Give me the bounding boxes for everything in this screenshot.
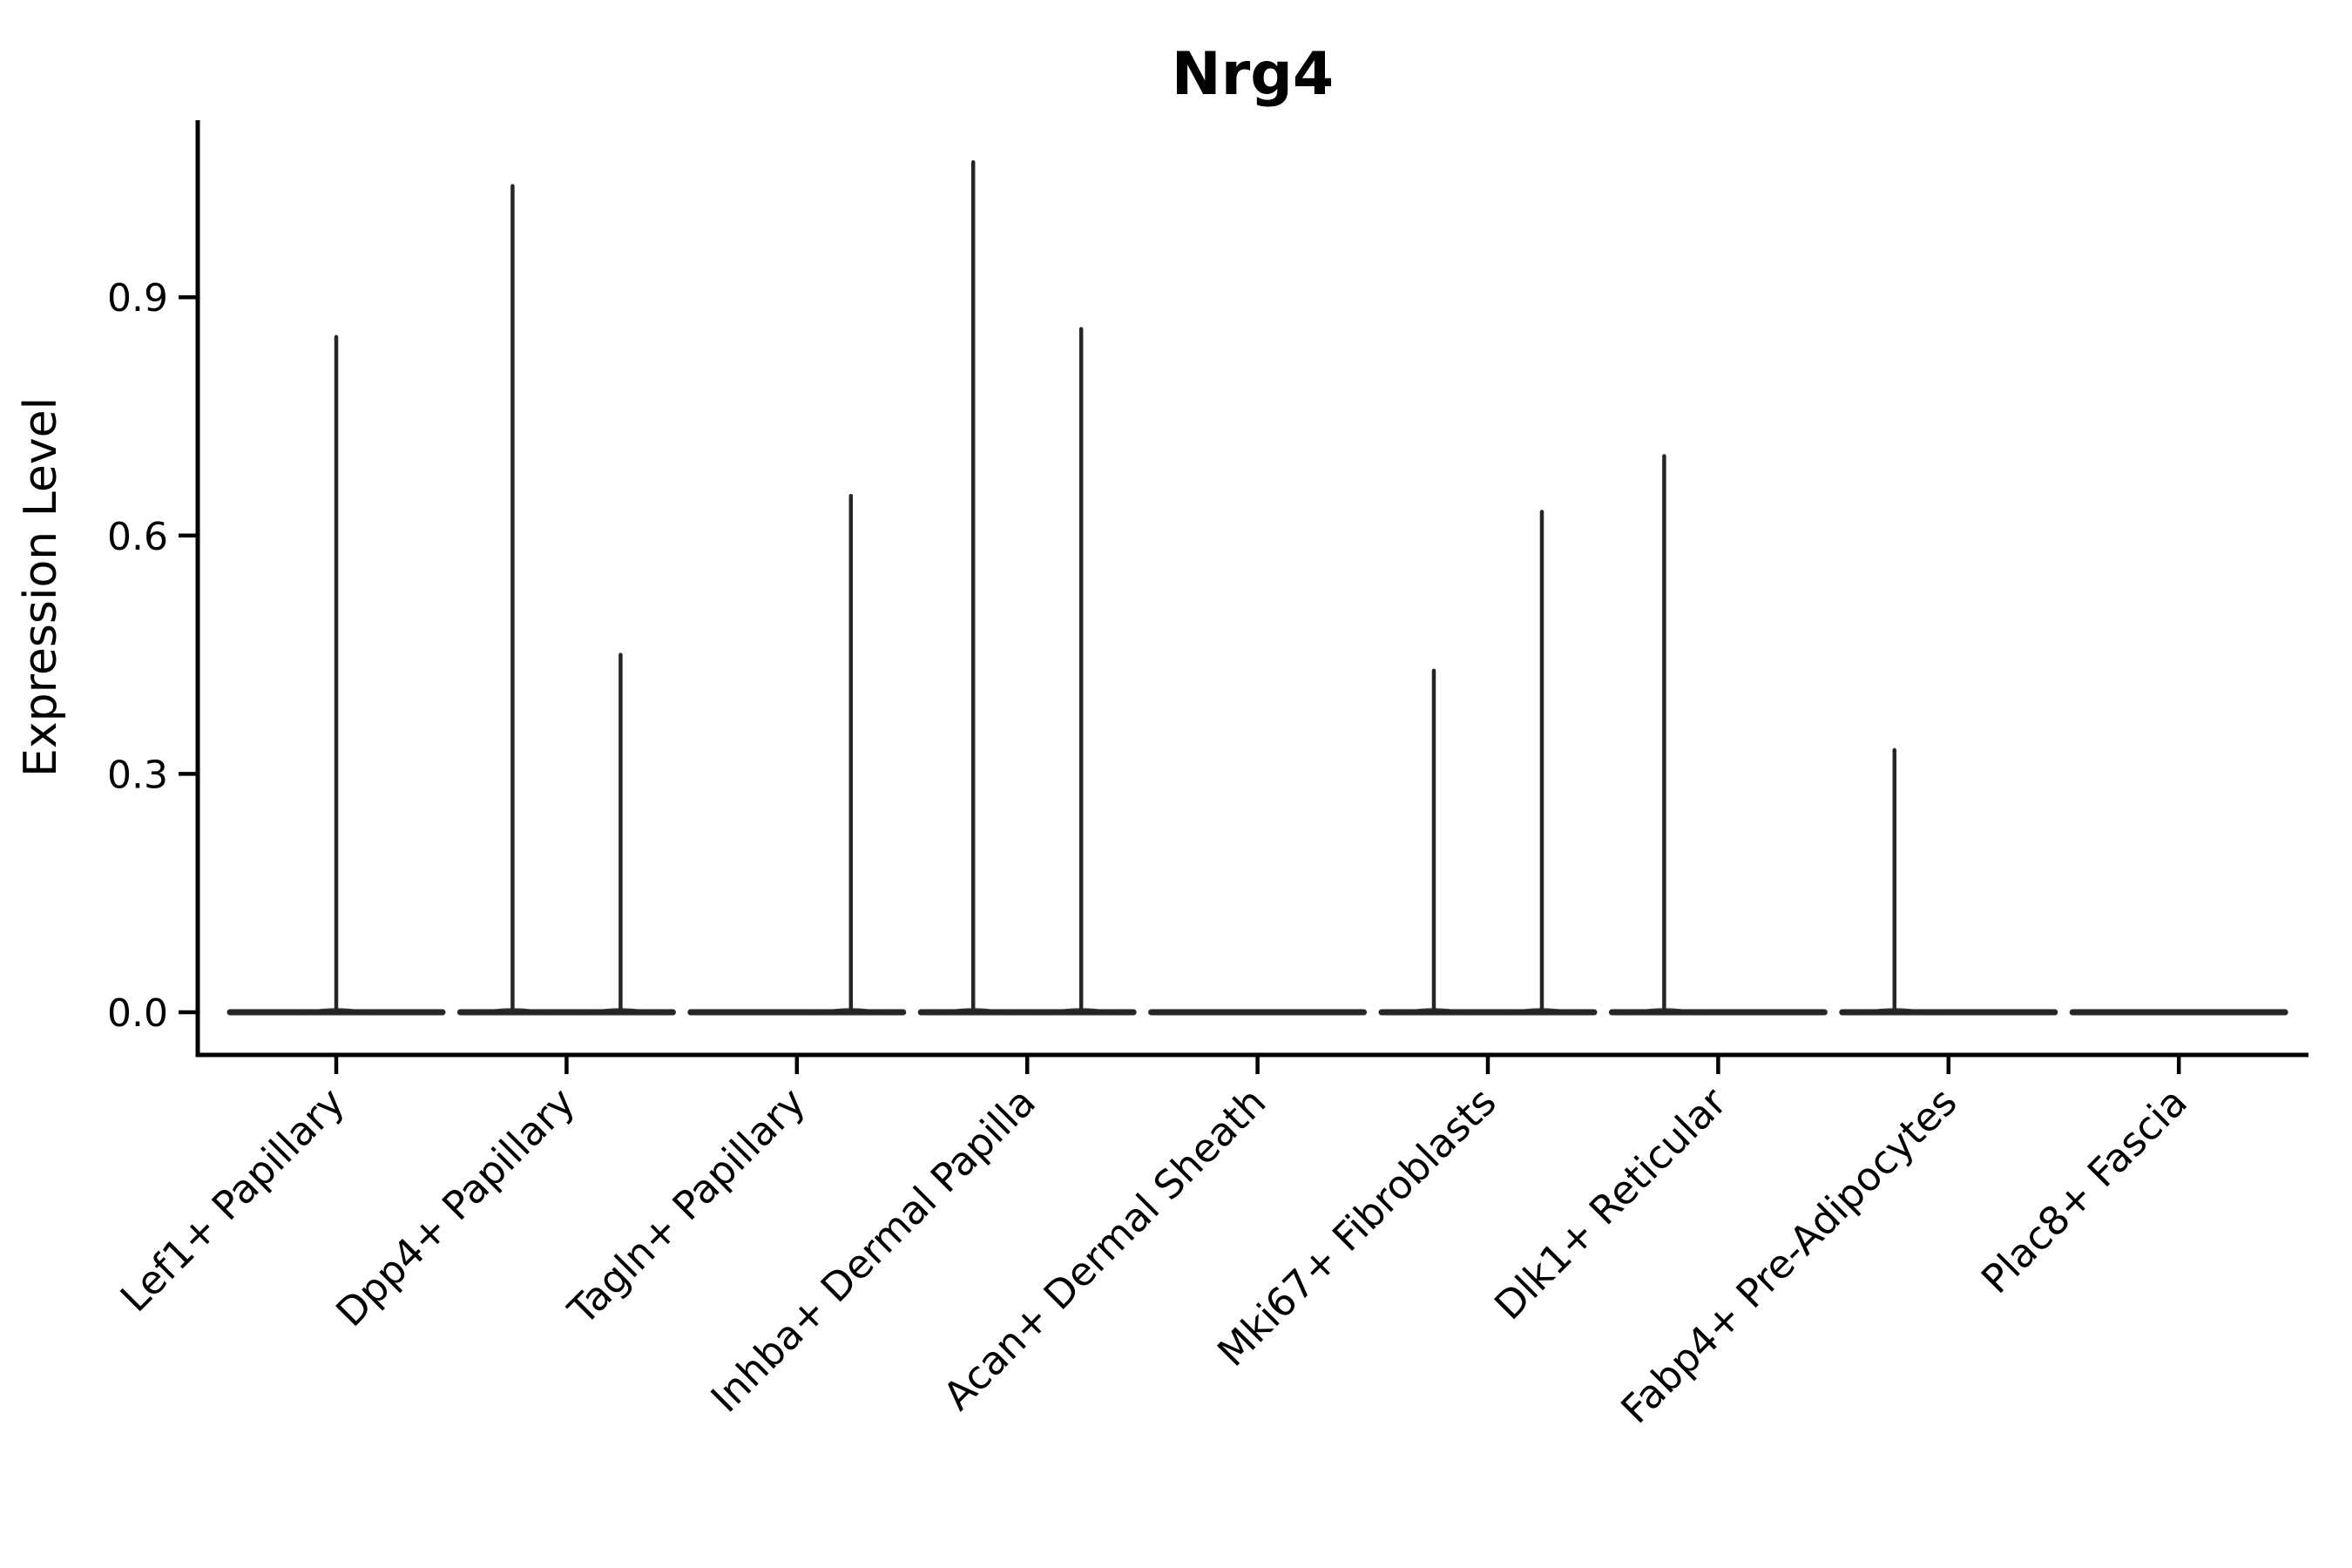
chart-title: Nrg4 bbox=[1172, 40, 1334, 109]
x-category-label: Plac8+ Fascia bbox=[1972, 1078, 2196, 1302]
violin bbox=[917, 159, 1137, 1016]
violins-layer bbox=[226, 159, 2288, 1016]
x-category-label: Tagln+ Papillary bbox=[558, 1078, 814, 1334]
violin bbox=[226, 335, 446, 1016]
x-category-label: Dpp4+ Papillary bbox=[327, 1078, 584, 1335]
violin bbox=[1608, 454, 1828, 1016]
violin bbox=[687, 493, 907, 1016]
x-category-label: Dlk1+ Reticular bbox=[1485, 1078, 1735, 1328]
violin bbox=[1378, 510, 1598, 1016]
violin bbox=[456, 184, 676, 1016]
y-tick-label: 0.3 bbox=[107, 753, 168, 797]
x-category-label: Lef1+ Papillary bbox=[112, 1078, 354, 1321]
violin bbox=[1839, 747, 2058, 1016]
y-tick-label: 0.6 bbox=[107, 515, 168, 559]
y-tick-label: 0.0 bbox=[107, 991, 168, 1036]
y-tick-label: 0.9 bbox=[107, 276, 168, 321]
y-axis-label: Expression Level bbox=[15, 397, 67, 777]
